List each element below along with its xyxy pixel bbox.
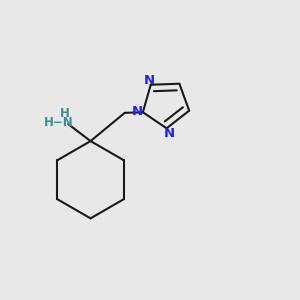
- Text: N: N: [164, 127, 175, 140]
- Text: N: N: [144, 74, 155, 87]
- Text: H−N: H−N: [44, 116, 74, 130]
- Text: N: N: [131, 105, 142, 118]
- Text: H: H: [60, 107, 70, 120]
